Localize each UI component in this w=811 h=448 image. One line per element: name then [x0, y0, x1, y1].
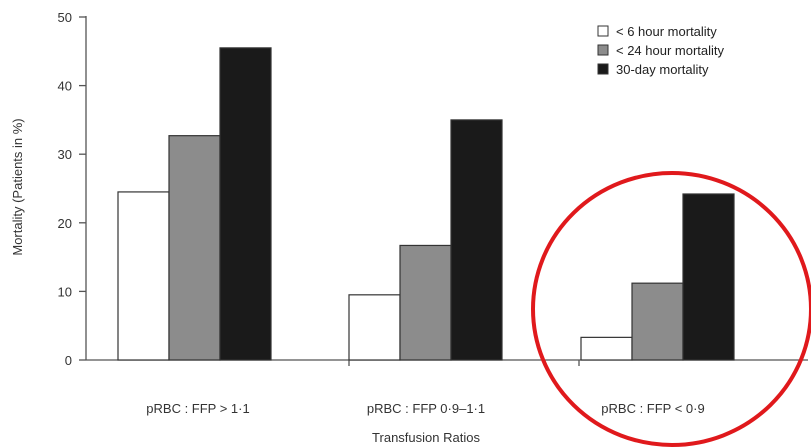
x-axis: [86, 359, 808, 366]
x-tick-label: pRBC : FFP < 0·9: [601, 401, 704, 416]
y-tick-label: 40: [58, 79, 72, 94]
legend-label: < 6 hour mortality: [616, 24, 717, 39]
legend-swatch: [597, 63, 609, 75]
bar: [631, 282, 684, 361]
x-tick-label: pRBC : FFP > 1·1: [146, 401, 249, 416]
bar: [219, 47, 272, 361]
legend-swatch: [597, 25, 609, 37]
y-axis: 0 10 20 30 40 50: [58, 10, 87, 368]
y-tick-label: 10: [58, 284, 72, 299]
y-tick-label: 50: [58, 10, 72, 25]
y-tick-label: 30: [58, 147, 72, 162]
bar: [117, 191, 170, 361]
y-tick-label: 0: [65, 353, 72, 368]
y-tick-label: 20: [58, 216, 72, 231]
highlight-circle: [531, 171, 811, 447]
bar: [682, 193, 735, 361]
bar: [348, 294, 401, 361]
bar: [450, 119, 503, 361]
x-tick-labels: pRBC : FFP > 1·1 pRBC : FFP 0·9–1·1 pRBC :…: [146, 401, 704, 416]
legend-label: 30-day mortality: [616, 62, 709, 77]
x-axis-title: Transfusion Ratios: [372, 430, 480, 445]
legend: < 6 hour mortality < 24 hour mortality 30-…: [597, 24, 725, 77]
bar: [580, 336, 633, 361]
annotation: [531, 171, 811, 447]
bar: [168, 135, 221, 361]
legend-label: < 24 hour mortality: [616, 43, 725, 58]
y-axis-title: Mortality (Patients in %): [10, 118, 25, 255]
bars: [117, 47, 735, 361]
bar: [399, 244, 452, 361]
legend-swatch: [597, 44, 609, 56]
x-tick-label: pRBC : FFP 0·9–1·1: [367, 401, 485, 416]
